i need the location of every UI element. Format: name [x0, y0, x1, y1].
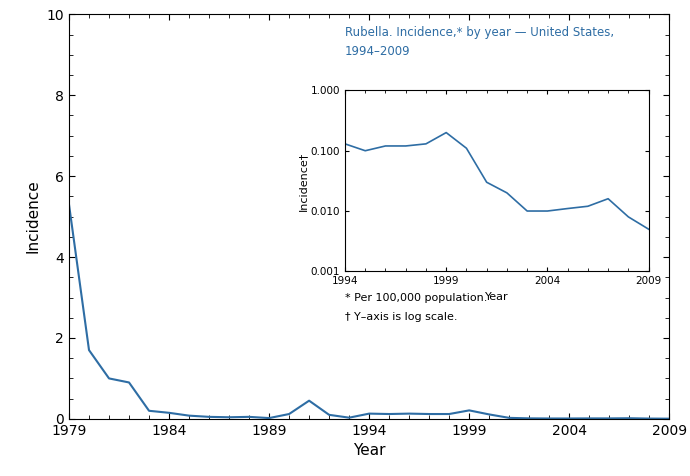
Text: Rubella. Incidence,* by year — United States,: Rubella. Incidence,* by year — United St…: [345, 26, 614, 39]
X-axis label: Year: Year: [485, 292, 509, 302]
Text: * Per 100,000 population.: * Per 100,000 population.: [345, 293, 487, 303]
Y-axis label: Incidence†: Incidence†: [298, 151, 308, 210]
X-axis label: Year: Year: [353, 443, 386, 458]
Y-axis label: Incidence: Incidence: [26, 180, 41, 253]
Text: † Y–axis is log scale.: † Y–axis is log scale.: [345, 312, 457, 322]
Text: 1994–2009: 1994–2009: [345, 45, 411, 58]
